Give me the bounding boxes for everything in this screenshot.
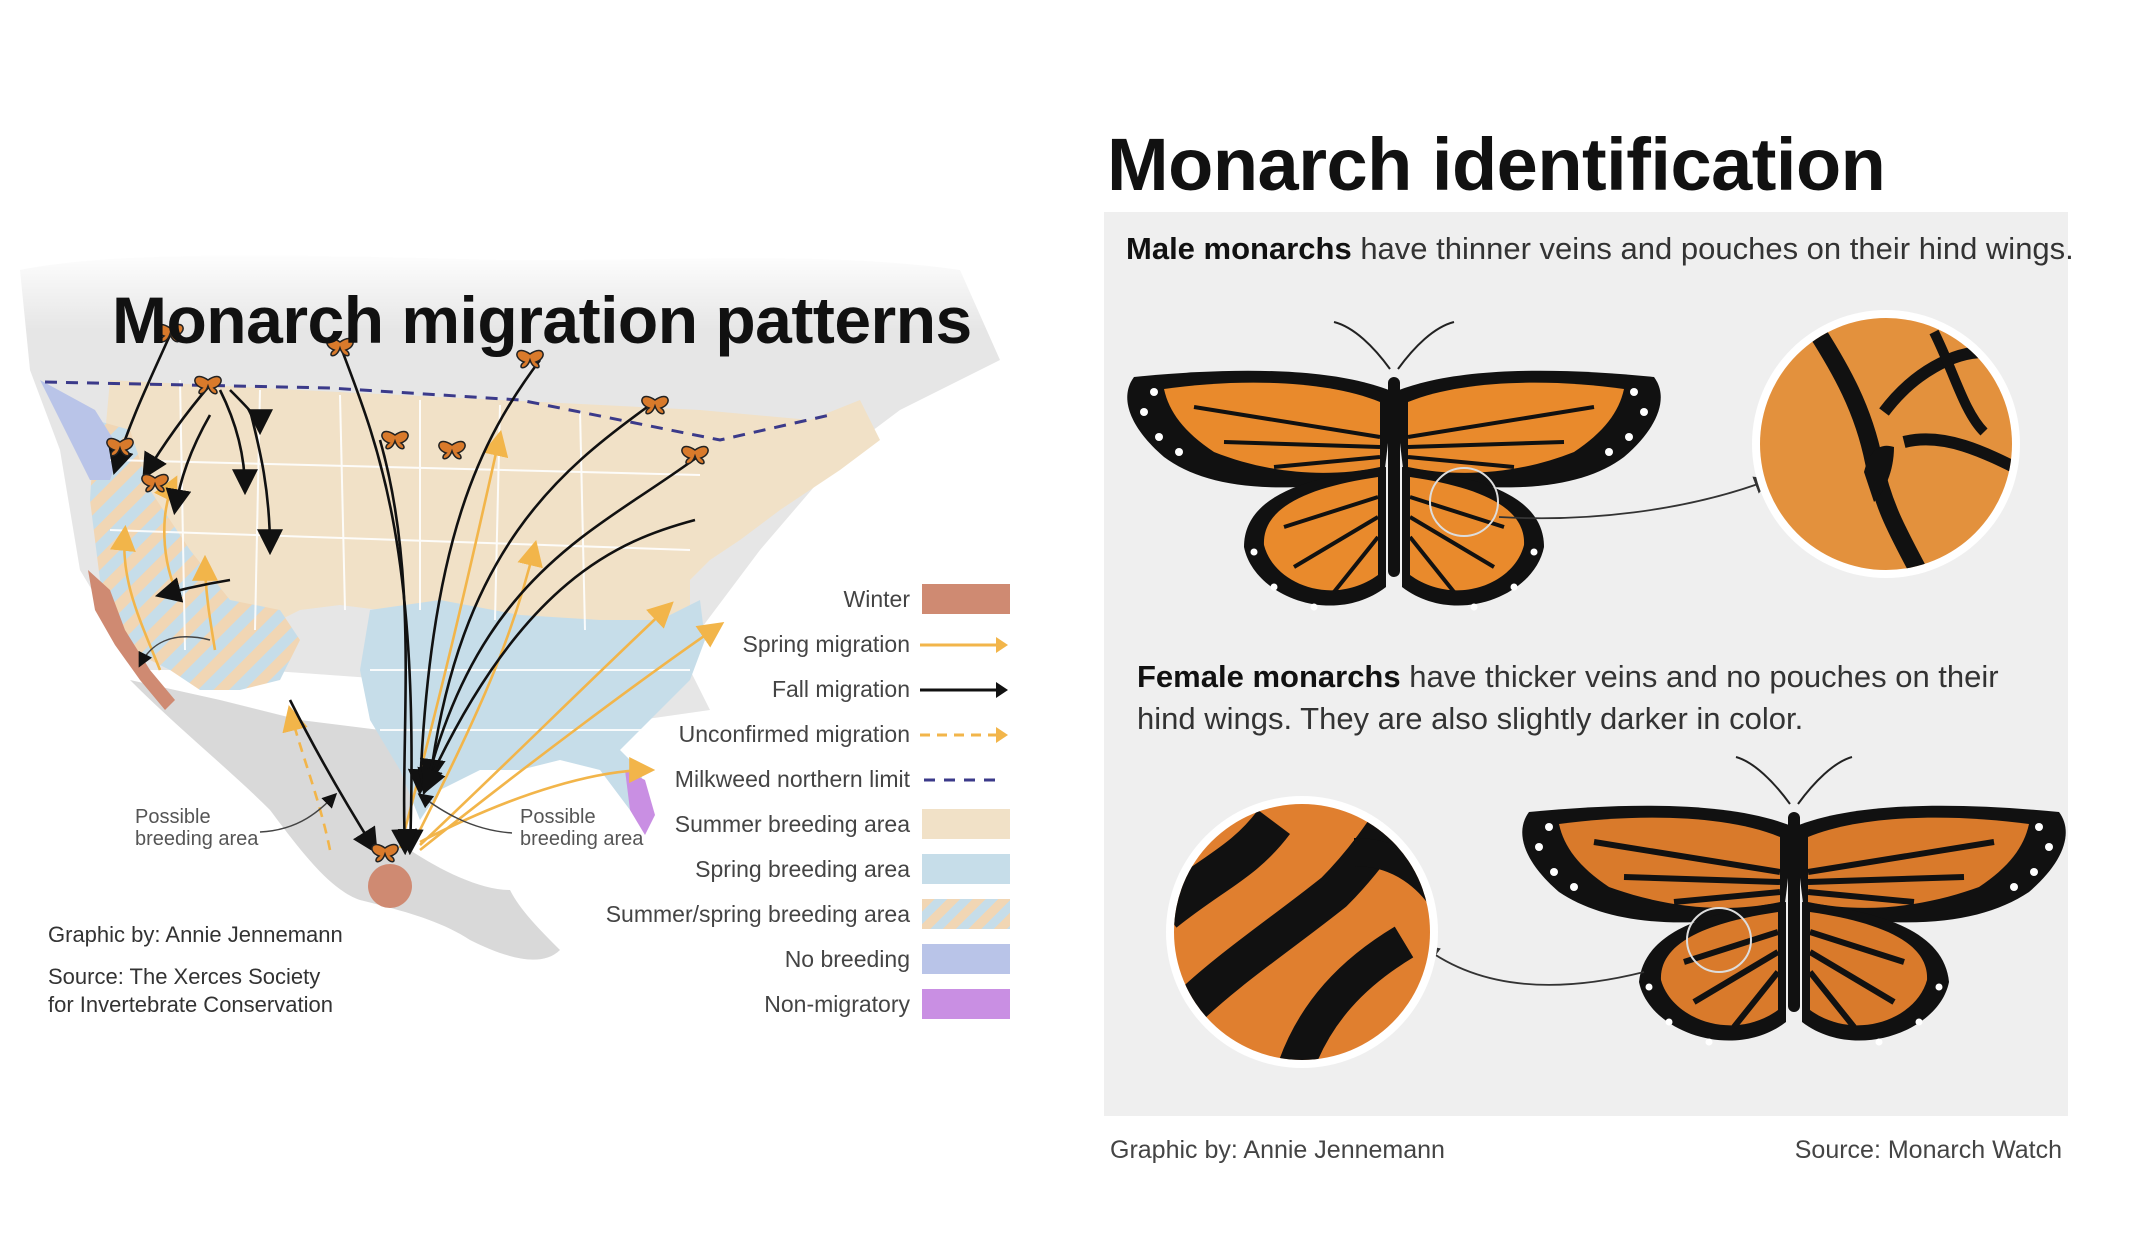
legend-label: Summer/spring breeding area xyxy=(605,901,910,927)
female-magnifier-circle xyxy=(1166,796,1438,1068)
spring-arrow-icon xyxy=(920,637,1008,653)
non-migratory-area xyxy=(625,770,655,835)
legend-label: Unconfirmed migration xyxy=(678,721,910,747)
legend-label: Fall migration xyxy=(771,676,910,702)
legend-spring-breeding: Spring breeding area xyxy=(560,852,1010,888)
callout-right: Possible breeding area xyxy=(520,806,643,850)
female-description: Female monarchs have thicker veins and n… xyxy=(1137,656,2057,740)
legend-no-breeding: No breeding xyxy=(560,942,1010,978)
butterfly-icon xyxy=(516,349,544,369)
male-butterfly-icon xyxy=(1127,321,1661,611)
butterfly-icon xyxy=(641,395,669,415)
legend-label: Spring migration xyxy=(742,631,910,657)
butterfly-illustrations xyxy=(1127,310,2066,1068)
butterfly-icon xyxy=(326,337,354,357)
identification-credit: Graphic by: Annie Jennemann xyxy=(1110,1136,1445,1164)
butterfly-icon xyxy=(194,375,222,395)
female-text: have thicker veins and no pouches on the… xyxy=(1137,659,1999,736)
legend-non-migratory: Non-migratory xyxy=(560,987,1010,1023)
legend-label: No breeding xyxy=(784,946,910,972)
fall-arrow-icon xyxy=(920,682,1008,698)
butterfly-icon xyxy=(438,440,466,460)
map-title: Monarch migration patterns xyxy=(112,283,972,357)
legend-label: Milkweed northern limit xyxy=(674,766,910,792)
legend-winter: Winter xyxy=(560,582,1010,618)
legend-label: Spring breeding area xyxy=(695,856,910,882)
map-credit: Graphic by: Annie Jennemann xyxy=(48,922,343,947)
winter-site-mexico xyxy=(368,864,412,908)
callout-left: Possible breeding area xyxy=(135,806,258,850)
legend-label: Summer breeding area xyxy=(674,811,910,837)
butterfly-icon xyxy=(106,437,134,457)
legend-summer-breeding: Summer breeding area xyxy=(560,807,1010,843)
butterfly-icon xyxy=(681,445,709,465)
legend-fall-migration: Fall migration xyxy=(560,672,1010,708)
male-magnifier-circle xyxy=(1752,310,2020,578)
legend-swatch xyxy=(922,809,1010,839)
female-lead: Female monarchs xyxy=(1137,659,1401,694)
legend-label: Non-migratory xyxy=(764,991,910,1017)
legend-summer-spring-breeding: Summer/spring breeding area xyxy=(560,897,1010,933)
milkweed-northern-limit xyxy=(44,380,831,442)
callout-lines xyxy=(138,636,513,834)
legend-swatch xyxy=(922,944,1010,974)
winter-coast xyxy=(88,570,175,710)
butterfly-markers xyxy=(106,323,709,863)
male-text: have thinner veins and pouches on their … xyxy=(1351,231,2074,266)
summer-spring-area xyxy=(90,420,300,690)
female-callout-arrow xyxy=(1421,944,1645,986)
no-breeding-area xyxy=(40,380,120,480)
identification-title: Monarch identification xyxy=(1107,123,1886,206)
map-source-line1: Source: The Xerces Society xyxy=(48,964,321,989)
legend-unconfirmed-migration: Unconfirmed migration xyxy=(560,717,1010,753)
male-description: Male monarchs have thinner veins and pou… xyxy=(1126,228,2074,270)
male-lead: Male monarchs xyxy=(1126,231,1352,266)
butterfly-icon xyxy=(141,473,169,493)
female-butterfly-icon xyxy=(1522,756,2066,1046)
legend-swatch xyxy=(922,584,1010,614)
migration-map xyxy=(0,250,1040,960)
butterfly-icon xyxy=(371,843,399,863)
butterfly-icon xyxy=(156,323,184,343)
callout-left-line1: Possible xyxy=(135,806,211,828)
fall-migration-arrows xyxy=(108,334,701,856)
mexico-land xyxy=(130,680,560,960)
map-source-line2: for Invertebrate Conservation xyxy=(48,992,333,1017)
identification-source: Source: Monarch Watch xyxy=(1794,1136,2062,1164)
male-callout-arrow xyxy=(1498,476,1773,520)
legend-swatch xyxy=(922,899,1010,929)
callout-right-line1: Possible xyxy=(520,806,596,828)
callout-right-line2: breeding area xyxy=(520,828,644,850)
legend-spring-migration: Spring migration xyxy=(560,627,1010,663)
butterfly-icon xyxy=(381,430,409,450)
unconfirmed-arrow-icon xyxy=(920,727,1008,743)
dashed-line-icon xyxy=(924,778,1004,782)
legend-label: Winter xyxy=(843,586,910,612)
legend-swatch xyxy=(922,989,1010,1019)
unconfirmed-migration-arrow xyxy=(282,704,332,851)
callout-left-line2: breeding area xyxy=(135,828,259,850)
legend-milkweed-limit: Milkweed northern limit xyxy=(560,762,1010,798)
legend-swatch xyxy=(922,854,1010,884)
